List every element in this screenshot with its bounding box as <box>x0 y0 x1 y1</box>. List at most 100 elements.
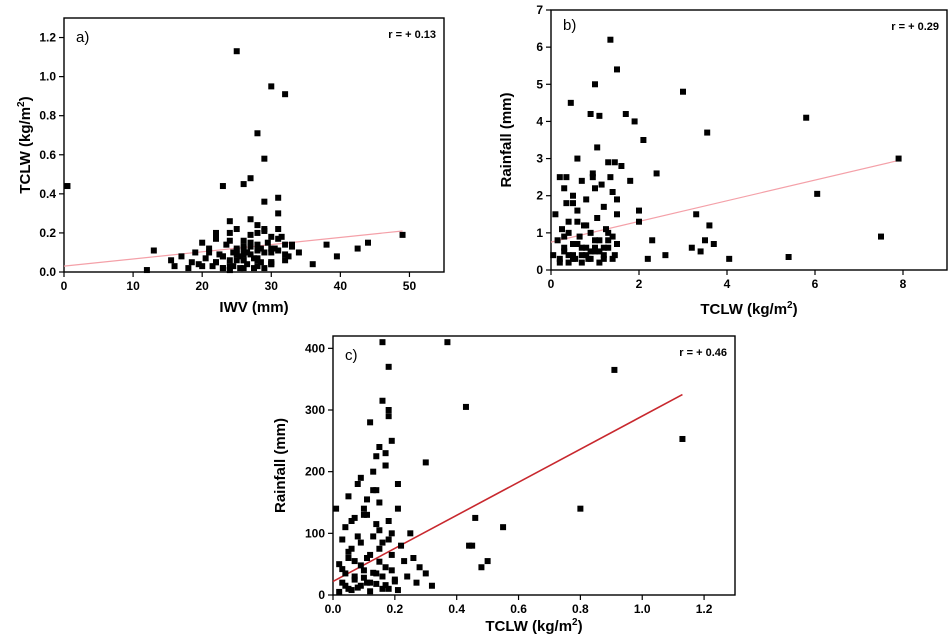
data-point <box>469 542 476 549</box>
data-point <box>895 155 902 162</box>
data-point <box>627 177 634 184</box>
data-point <box>600 244 607 251</box>
data-point <box>563 174 570 181</box>
correlation-annotation: r = + 0.13 <box>388 29 436 41</box>
data-point <box>592 248 598 255</box>
data-point <box>213 235 219 242</box>
data-point <box>878 233 884 240</box>
y-axis-title-text: Rainfall (mm) <box>498 92 515 187</box>
y-axis-title: Rainfall (mm) <box>498 92 515 187</box>
panel-0: 0 10 20 30 40 50 0.0 0.2 0.4 0.6 0.8 1.0 1.2 a) r = + … <box>16 17 445 316</box>
data-point <box>578 259 585 266</box>
x-axis-title-end: ) <box>793 301 798 318</box>
data-point <box>385 536 392 543</box>
data-point <box>271 245 278 252</box>
data-point <box>413 579 420 586</box>
data-point <box>354 245 361 252</box>
data-point <box>605 159 612 166</box>
data-point <box>388 437 395 444</box>
y-tick-label: 4 <box>536 114 543 128</box>
data-point <box>178 253 185 260</box>
data-point <box>407 530 414 537</box>
data-point <box>367 551 374 558</box>
data-point <box>587 248 594 255</box>
data-point <box>233 226 240 233</box>
data-point <box>697 248 704 255</box>
data-point <box>168 257 175 264</box>
data-point <box>199 239 206 246</box>
data-point <box>357 562 364 569</box>
y-tick-label: 5 <box>536 77 543 91</box>
data-point <box>370 487 377 494</box>
data-point <box>785 254 792 260</box>
data-point <box>611 366 618 373</box>
data-point <box>394 587 401 594</box>
data-point <box>254 247 261 254</box>
y-axis-title-text: TCLW (kg/m <box>17 107 34 194</box>
data-point <box>219 253 226 260</box>
data-point <box>382 462 389 469</box>
x-axis-title-text: TCLW (kg/m <box>485 618 572 635</box>
data-point <box>653 170 660 177</box>
data-point <box>143 267 150 274</box>
data-point <box>570 200 576 207</box>
y-tick-label: 2 <box>536 189 543 203</box>
data-point <box>216 251 223 258</box>
data-point <box>583 222 590 229</box>
data-point <box>388 551 395 558</box>
data-point <box>364 511 371 518</box>
data-point <box>323 241 330 248</box>
data-point <box>596 248 603 255</box>
data-point <box>550 252 557 259</box>
data-point <box>478 564 485 571</box>
data-point <box>622 111 629 117</box>
x-tick-label: 40 <box>334 279 348 293</box>
data-point <box>583 196 590 203</box>
data-point <box>261 227 268 234</box>
data-point <box>247 216 254 223</box>
correlation-annotation: r = + 0.29 <box>891 21 939 33</box>
x-tick-label: 2 <box>636 277 643 291</box>
data-point <box>195 261 202 268</box>
data-point <box>351 514 358 521</box>
data-point <box>565 218 572 225</box>
trend-line <box>63 230 403 267</box>
data-point <box>561 233 568 240</box>
y-tick-label: 100 <box>305 526 325 540</box>
data-point <box>636 207 642 214</box>
data-point <box>592 81 598 88</box>
data-point <box>275 247 282 254</box>
data-point <box>803 114 810 121</box>
data-point <box>404 573 411 580</box>
data-point <box>570 241 576 247</box>
x-axis-title: TCLW (kg/m2) <box>700 300 797 318</box>
data-point <box>342 524 349 531</box>
x-tick-label: 1.2 <box>696 602 713 616</box>
data-point <box>268 245 275 252</box>
data-point <box>360 511 367 518</box>
data-point <box>268 249 275 256</box>
data-point <box>367 579 374 586</box>
x-tick-label: 0.6 <box>510 602 527 616</box>
data-point <box>609 255 616 262</box>
data-point <box>391 578 398 585</box>
x-tick-label: 0.0 <box>325 602 342 616</box>
data-point <box>342 570 349 577</box>
data-point <box>230 249 237 256</box>
data-point <box>240 237 247 244</box>
data-point <box>556 259 563 266</box>
data-point <box>680 88 686 95</box>
data-point <box>226 218 233 225</box>
data-point <box>345 493 352 500</box>
data-point <box>247 231 254 238</box>
data-point <box>289 243 295 250</box>
x-tick-label: 6 <box>812 277 819 291</box>
y-tick-label: 0 <box>318 588 325 602</box>
data-point <box>587 111 594 117</box>
data-point <box>261 198 268 205</box>
data-point <box>364 555 371 561</box>
data-point <box>223 241 230 248</box>
data-point <box>226 229 233 236</box>
